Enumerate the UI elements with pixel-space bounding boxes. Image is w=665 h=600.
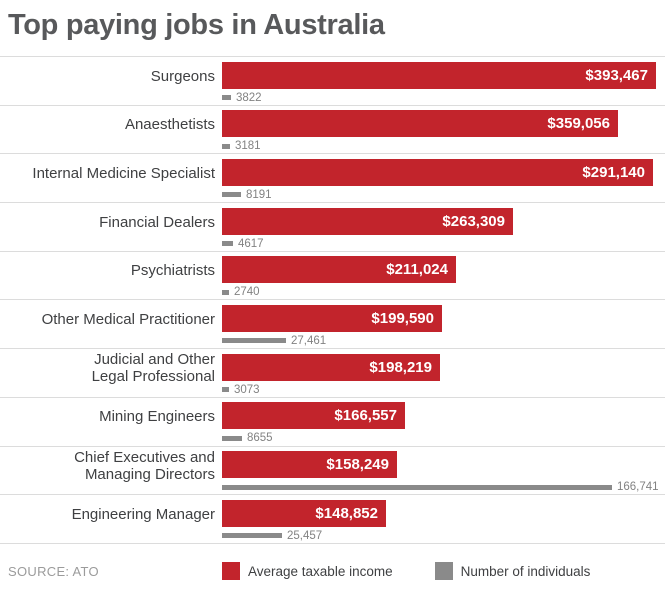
count-bar <box>222 533 282 539</box>
row-bars: $198,219 3073 <box>222 349 665 397</box>
income-value-label: $359,056 <box>547 115 610 133</box>
count-bar <box>222 95 231 100</box>
count-value-label: 3822 <box>236 91 262 104</box>
income-bar: $359,056 <box>222 110 618 138</box>
count-line: 8191 <box>222 189 665 201</box>
count-bar <box>222 484 612 490</box>
income-bar: $393,467 <box>222 61 656 89</box>
row-bars: $148,852 25,457 <box>222 495 665 543</box>
count-bar <box>222 387 229 393</box>
row-bars: $199,590 27,461 <box>222 300 665 348</box>
count-value-label: 4617 <box>238 237 264 250</box>
count-value-label: 27,461 <box>291 334 327 347</box>
chart-row: Surgeons $393,467 3822 <box>0 57 665 105</box>
income-value-label: $198,219 <box>369 358 432 376</box>
chart-row: Internal Medicine Specialist $291,140 81… <box>0 153 665 202</box>
category-label: Mining Engineers <box>99 408 215 426</box>
category-label: Surgeons <box>150 67 215 85</box>
chart-rows: Surgeons $393,467 3822 Anaesthetists $35… <box>0 57 665 543</box>
chart-title: Top paying jobs in Australia <box>8 9 385 41</box>
income-value-label: $148,852 <box>315 504 378 522</box>
individuals-legend-label: Number of individuals <box>460 563 591 579</box>
income-bar: $291,140 <box>222 158 653 186</box>
category-label: Other Medical Practitioner <box>41 310 215 328</box>
chart-row: Chief Executives and Managing Directors $… <box>0 445 665 495</box>
count-bar <box>222 338 286 344</box>
category-label: Chief Executives and Managing Directors <box>74 448 215 483</box>
chart-row: Other Medical Practitioner $199,590 27,4… <box>0 299 665 348</box>
category-label: Judicial and Other Legal Professional <box>91 351 215 386</box>
chart-footer: SOURCE: ATO Average taxable income Numbe… <box>0 542 665 599</box>
income-bar: $166,557 <box>222 402 405 430</box>
row-bars: $393,467 3822 <box>222 57 665 105</box>
income-bar: $158,249 <box>222 451 397 478</box>
count-value-label: 166,741 <box>617 481 659 493</box>
legend: Average taxable income Number of individ… <box>222 562 591 581</box>
category-label: Financial Dealers <box>99 213 215 231</box>
income-value-label: $158,249 <box>326 456 389 473</box>
category-label: Internal Medicine Specialist <box>32 164 215 182</box>
chart-row: Psychiatrists $211,024 2740 <box>0 250 665 300</box>
count-line: 3073 <box>222 384 665 396</box>
chart-row: Engineering Manager $148,852 25,457 <box>0 494 665 543</box>
income-value-label: $393,467 <box>585 66 648 84</box>
count-line: 166,741 <box>222 481 665 493</box>
individuals-legend-swatch <box>434 562 453 581</box>
row-bars: $166,557 8655 <box>222 398 665 446</box>
row-bars: $211,024 2740 <box>222 252 665 300</box>
count-bar <box>222 435 242 441</box>
row-bars: $263,309 4617 <box>222 203 665 251</box>
count-line: 3181 <box>222 140 665 152</box>
legend-item-individuals: Number of individuals <box>434 562 591 581</box>
count-bar <box>222 241 233 247</box>
income-bar: $198,219 <box>222 353 440 381</box>
count-line: 2740 <box>222 286 665 298</box>
count-value-label: 8655 <box>247 432 273 445</box>
income-value-label: $291,140 <box>582 163 645 181</box>
count-line: 4617 <box>222 238 665 250</box>
chart-row: Mining Engineers $166,557 8655 <box>0 396 665 446</box>
chart-row: Financial Dealers $263,309 4617 <box>0 202 665 251</box>
count-line: 3822 <box>222 92 665 104</box>
count-bar <box>222 143 230 149</box>
count-value-label: 2740 <box>234 286 260 299</box>
category-label: Engineering Manager <box>71 505 215 523</box>
count-value-label: 3181 <box>235 140 261 153</box>
source-credit: SOURCE: ATO <box>8 563 99 579</box>
count-line: 8655 <box>222 432 665 444</box>
income-bar: $199,590 <box>222 304 442 332</box>
income-value-label: $199,590 <box>371 309 434 327</box>
income-bar: $263,309 <box>222 207 513 235</box>
legend-item-income: Average taxable income <box>222 562 393 581</box>
count-value-label: 3073 <box>234 383 260 396</box>
row-bars: $359,056 3181 <box>222 106 665 154</box>
income-bar: $211,024 <box>222 256 456 284</box>
income-value-label: $166,557 <box>334 407 397 425</box>
count-value-label: 8191 <box>246 188 272 201</box>
income-value-label: $263,309 <box>442 212 505 230</box>
category-label: Anaesthetists <box>124 116 215 134</box>
chart-row: Judicial and Other Legal Professional $19… <box>0 348 665 397</box>
row-bars: $291,140 8191 <box>222 154 665 202</box>
count-bar <box>222 289 229 295</box>
category-label: Psychiatrists <box>130 262 215 280</box>
count-line: 27,461 <box>222 335 665 347</box>
chart-header: Top paying jobs in Australia <box>0 0 665 57</box>
income-legend-label: Average taxable income <box>248 563 393 579</box>
income-value-label: $211,024 <box>386 261 448 279</box>
row-bars: $158,249 166,741 <box>222 447 665 495</box>
count-line: 25,457 <box>222 530 665 542</box>
income-bar: $148,852 <box>222 499 386 527</box>
income-legend-swatch <box>222 562 240 581</box>
count-value-label: 25,457 <box>287 529 323 542</box>
count-bar <box>222 192 241 198</box>
chart-row: Anaesthetists $359,056 3181 <box>0 104 665 154</box>
